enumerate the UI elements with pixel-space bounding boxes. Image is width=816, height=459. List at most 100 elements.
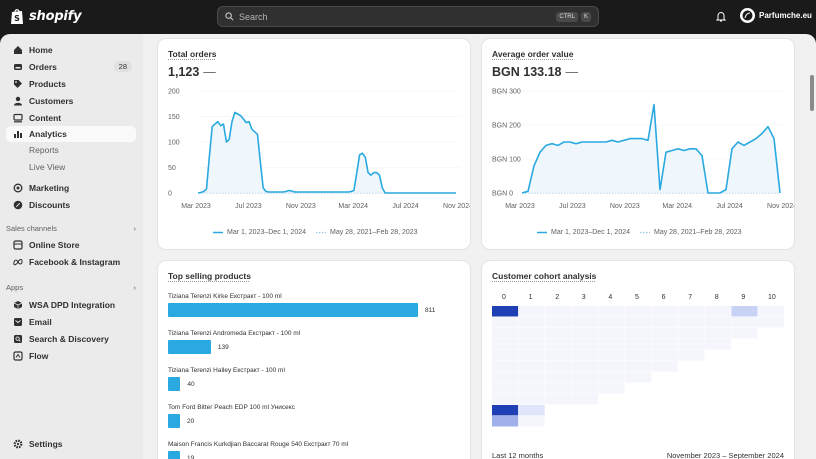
- cohort-cell[interactable]: [704, 306, 731, 317]
- top-products-card[interactable]: Top selling products Tiziana Terenzi Kir…: [158, 261, 470, 459]
- cohort-cell[interactable]: [571, 350, 598, 361]
- product-bar[interactable]: [168, 340, 211, 354]
- cohort-cell[interactable]: [545, 306, 572, 317]
- cohort-cell[interactable]: [678, 328, 705, 339]
- cohort-cell[interactable]: [758, 317, 785, 328]
- aov-chart[interactable]: BGN 300 BGN 200 BGN 100 BGN 0 Mar 2023 Jul 20…: [482, 83, 794, 223]
- cohort-cell[interactable]: [598, 339, 625, 350]
- cohort-cell[interactable]: [518, 405, 545, 416]
- cohort-cell[interactable]: [598, 317, 625, 328]
- cohort-heatmap[interactable]: [492, 306, 787, 441]
- cohort-cell[interactable]: [625, 328, 652, 339]
- sales-channels-header[interactable]: Sales channels ›: [6, 224, 136, 233]
- aov-card[interactable]: Average order value BGN 133.18— BGN 300 B…: [482, 39, 794, 249]
- sidebar-item-products[interactable]: Products: [6, 76, 136, 92]
- cohort-cell[interactable]: [518, 339, 545, 350]
- cohort-cell[interactable]: [571, 339, 598, 350]
- cohort-cell[interactable]: [651, 350, 678, 361]
- cohort-cell[interactable]: [625, 350, 652, 361]
- cohort-cell[interactable]: [545, 317, 572, 328]
- cohort-cell[interactable]: [625, 306, 652, 317]
- cohort-cell[interactable]: [678, 339, 705, 350]
- cohort-cell[interactable]: [704, 339, 731, 350]
- product-name[interactable]: Tom Ford Bitter Peach EDP 100 ml Унисекс: [168, 404, 295, 411]
- cohort-card[interactable]: Customer cohort analysis 0 1 2 3 4 5 6 7 8 9 10 La…: [482, 261, 794, 459]
- cohort-cell[interactable]: [678, 317, 705, 328]
- sidebar-item-marketing[interactable]: Marketing: [6, 180, 136, 196]
- cohort-cell[interactable]: [625, 372, 652, 383]
- sidebar-sub-live-view[interactable]: Live View: [29, 162, 66, 172]
- product-name[interactable]: Tiziana Terenzi Kirke Екстракт - 100 ml: [168, 293, 282, 300]
- card-title[interactable]: Customer cohort analysis: [492, 271, 597, 281]
- cohort-cell[interactable]: [571, 372, 598, 383]
- sidebar-item-email[interactable]: Email: [6, 314, 136, 330]
- sidebar-item-flow[interactable]: Flow: [6, 348, 136, 364]
- cohort-cell[interactable]: [625, 339, 652, 350]
- cohort-cell[interactable]: [598, 328, 625, 339]
- sidebar-item-search-discovery[interactable]: Search & Discovery: [6, 331, 136, 347]
- cohort-cell[interactable]: [492, 339, 519, 350]
- apps-header[interactable]: Apps ›: [6, 283, 136, 292]
- cohort-cell[interactable]: [545, 350, 572, 361]
- cohort-cell[interactable]: [492, 416, 519, 427]
- cohort-cell[interactable]: [651, 317, 678, 328]
- sidebar-item-analytics[interactable]: Analytics: [6, 126, 136, 142]
- cohort-cell[interactable]: [731, 306, 758, 317]
- cohort-cell[interactable]: [518, 361, 545, 372]
- store-menu[interactable]: Parfumche.eu: [740, 8, 812, 23]
- product-bar[interactable]: [168, 451, 180, 459]
- sidebar-item-facebook-instagram[interactable]: Facebook & Instagram: [6, 254, 136, 270]
- card-title[interactable]: Total orders: [168, 49, 217, 59]
- cohort-cell[interactable]: [518, 383, 545, 394]
- cohort-cell[interactable]: [518, 372, 545, 383]
- cohort-cell[interactable]: [571, 317, 598, 328]
- cohort-cell[interactable]: [598, 361, 625, 372]
- cohort-cell[interactable]: [518, 317, 545, 328]
- cohort-cell[interactable]: [518, 350, 545, 361]
- scrollbar-thumb[interactable]: [810, 75, 814, 111]
- product-name[interactable]: Tiziana Terenzi Halley Екстракт - 100 ml: [168, 367, 285, 374]
- cohort-cell[interactable]: [651, 306, 678, 317]
- sidebar-sub-reports[interactable]: Reports: [29, 145, 59, 155]
- product-name[interactable]: Maison Francis Kurkdjian Baccarat Rouge …: [168, 441, 349, 448]
- product-name[interactable]: Tiziana Terenzi Andromeda Екстракт - 100…: [168, 330, 301, 337]
- cohort-cell[interactable]: [704, 317, 731, 328]
- sidebar-item-customers[interactable]: Customers: [6, 93, 136, 109]
- sidebar-item-settings[interactable]: Settings: [6, 436, 136, 452]
- cohort-cell[interactable]: [492, 394, 519, 405]
- cohort-cell[interactable]: [598, 350, 625, 361]
- cohort-cell[interactable]: [492, 405, 519, 416]
- total-orders-chart[interactable]: 200 150 100 50 0 Mar 2023 Jul 2023 Nov 2023 Mar …: [158, 83, 470, 223]
- cohort-date-range[interactable]: November 2023 – September 2024: [666, 451, 784, 459]
- cohort-cell[interactable]: [545, 328, 572, 339]
- sidebar-item-online-store[interactable]: Online Store: [6, 237, 136, 253]
- cohort-cell[interactable]: [518, 306, 545, 317]
- cohort-cell[interactable]: [492, 317, 519, 328]
- card-title[interactable]: Average order value: [492, 49, 574, 59]
- cohort-cell[interactable]: [492, 350, 519, 361]
- cohort-cell[interactable]: [545, 372, 572, 383]
- cohort-cell[interactable]: [545, 394, 572, 405]
- cohort-cell[interactable]: [598, 383, 625, 394]
- cohort-cell[interactable]: [492, 306, 519, 317]
- sidebar-item-wsa-dpd[interactable]: WSA DPD Integration: [6, 297, 136, 313]
- cohort-cell[interactable]: [625, 317, 652, 328]
- cohort-cell[interactable]: [651, 361, 678, 372]
- cohort-cell[interactable]: [678, 350, 705, 361]
- cohort-cell[interactable]: [518, 416, 545, 427]
- cohort-cell[interactable]: [492, 383, 519, 394]
- cohort-cell[interactable]: [492, 361, 519, 372]
- cohort-cell[interactable]: [518, 328, 545, 339]
- cohort-cell[interactable]: [704, 328, 731, 339]
- cohort-cell[interactable]: [571, 383, 598, 394]
- cohort-cell[interactable]: [545, 339, 572, 350]
- cohort-cell[interactable]: [731, 328, 758, 339]
- shopify-logo[interactable]: S shopify: [10, 8, 82, 25]
- cohort-cell[interactable]: [651, 328, 678, 339]
- bell-icon[interactable]: [716, 11, 726, 22]
- product-bar[interactable]: [168, 414, 180, 428]
- sidebar-item-content[interactable]: Content: [6, 110, 136, 126]
- cohort-cell[interactable]: [678, 306, 705, 317]
- cohort-cell[interactable]: [545, 383, 572, 394]
- product-bar[interactable]: [168, 377, 181, 391]
